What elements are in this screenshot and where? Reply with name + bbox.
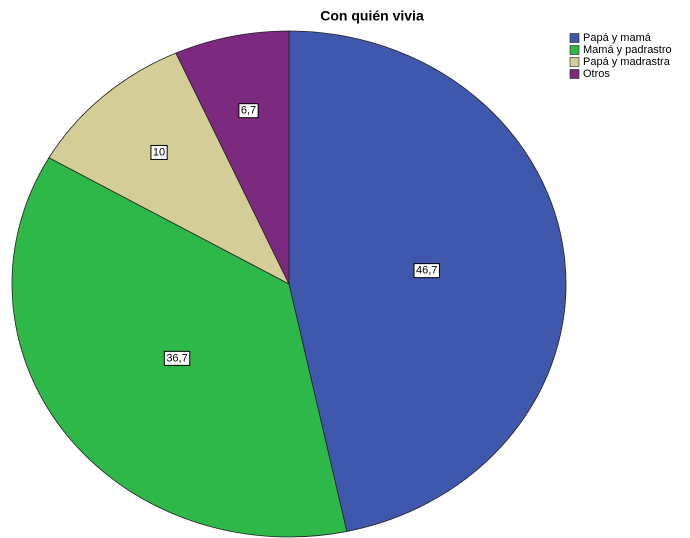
legend-swatch xyxy=(569,69,580,79)
pie-slice xyxy=(288,30,567,532)
data-label: 6,7 xyxy=(241,105,256,117)
pie-slice xyxy=(48,52,290,285)
legend-swatch xyxy=(569,33,580,43)
chart-title: Con quién vivia xyxy=(320,8,424,24)
legend-label: Otros xyxy=(583,68,610,80)
pie-slice xyxy=(175,30,290,285)
data-label-box xyxy=(413,263,440,279)
pie-slice xyxy=(11,157,348,538)
data-label: 36,7 xyxy=(166,352,187,364)
legend-label: Papá y mamá xyxy=(583,32,652,44)
legend-label: Mamá y padrastro xyxy=(583,44,672,56)
legend-label: Papá y madrastra xyxy=(583,56,671,68)
data-label-box xyxy=(238,103,259,119)
data-label: 46,7 xyxy=(416,265,437,277)
data-label: 10 xyxy=(153,146,165,158)
data-label-box xyxy=(163,350,191,366)
legend-swatch xyxy=(569,57,580,67)
legend-swatch xyxy=(569,45,580,55)
data-label-box xyxy=(150,144,168,160)
